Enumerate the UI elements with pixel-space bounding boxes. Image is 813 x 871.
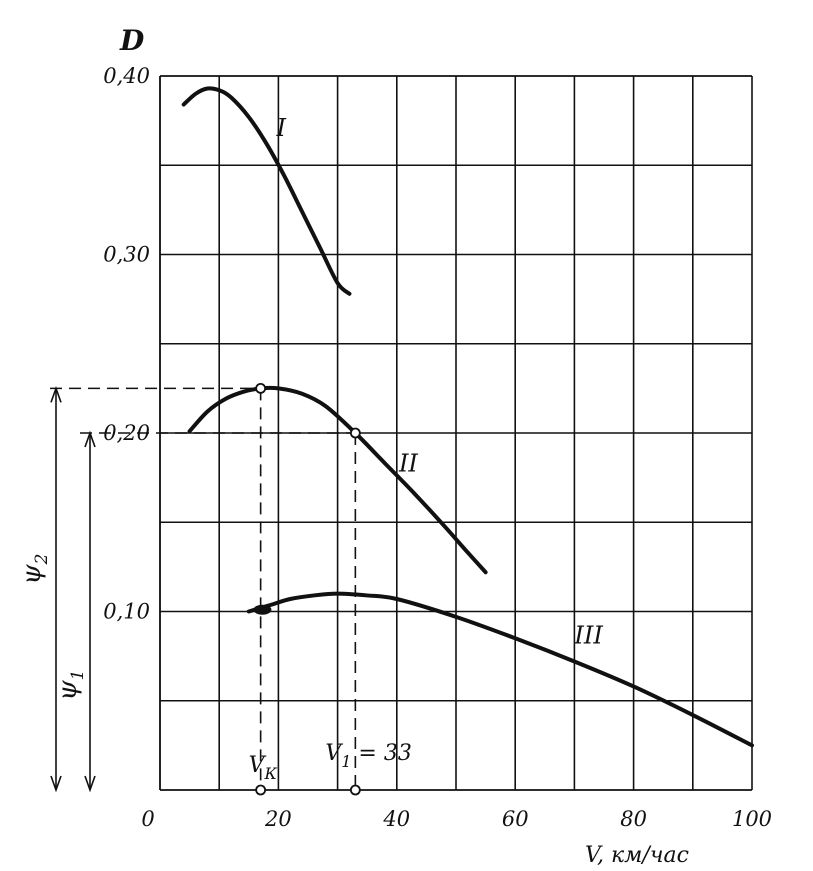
v1-annotation: V1 = 33 <box>325 741 412 771</box>
psi2-annotation: ψ2 <box>17 554 52 585</box>
reference-dashes <box>50 387 357 790</box>
x-tick-label: 0 <box>141 807 154 831</box>
psi-arrows <box>50 385 96 793</box>
vk-axis-marker <box>255 784 267 796</box>
vk-annotation-sub: К <box>264 764 278 783</box>
y-tick-label: 0,10 <box>103 600 150 624</box>
y-tick-label: 0,40 <box>103 64 150 88</box>
psi2-arrow-head-bottom <box>50 775 62 793</box>
psi1-arrow-head-top <box>84 430 96 448</box>
vk-annotation: VК <box>249 753 278 783</box>
psi1-annotation-main: ψ <box>53 680 83 701</box>
v1-annotation-main: V <box>325 741 343 766</box>
series-III-label: III <box>573 621 603 649</box>
psi2-arrow-head-top <box>50 385 62 403</box>
psi1-annotation-sub: 1 <box>68 670 88 681</box>
x-axis-label: V, км/час <box>585 843 689 868</box>
psi2-annotation-main: ψ <box>17 564 47 585</box>
series-II-label: II <box>398 449 418 477</box>
series-I-label: I <box>276 114 287 142</box>
v1-annotation-sub: 1 <box>341 752 351 771</box>
vk-annotation-main: V <box>249 753 267 778</box>
series-III-line <box>246 591 754 748</box>
series-III-start-blob <box>253 604 272 615</box>
y-tick-label: 0,30 <box>103 243 150 267</box>
series-II-line <box>187 385 488 575</box>
x-tick-label: 60 <box>502 807 529 831</box>
psi1-annotation: ψ1 <box>53 670 88 701</box>
point-markers <box>253 382 361 796</box>
grid <box>159 75 753 791</box>
v1-point-marker <box>349 427 361 439</box>
y-tick-label: 0,20 <box>103 421 150 445</box>
psi1-arrow-head-bottom <box>84 775 96 793</box>
x-tick-label: 40 <box>382 807 410 831</box>
y-axis-label: D <box>119 24 145 57</box>
x-tick-label: 100 <box>732 807 772 831</box>
v1-axis-marker <box>349 784 361 796</box>
x-tick-label: 80 <box>620 807 647 831</box>
v1-annotation-suffix: = 33 <box>351 741 411 766</box>
vk-point-marker <box>255 382 267 394</box>
x-tick-label: 20 <box>264 807 292 831</box>
series-I-line <box>181 86 352 296</box>
psi2-annotation-sub: 2 <box>32 554 52 566</box>
tick-labels: 0 20 40 60 80 100 0,10 0,20 0,30 0,40 <box>103 64 772 831</box>
